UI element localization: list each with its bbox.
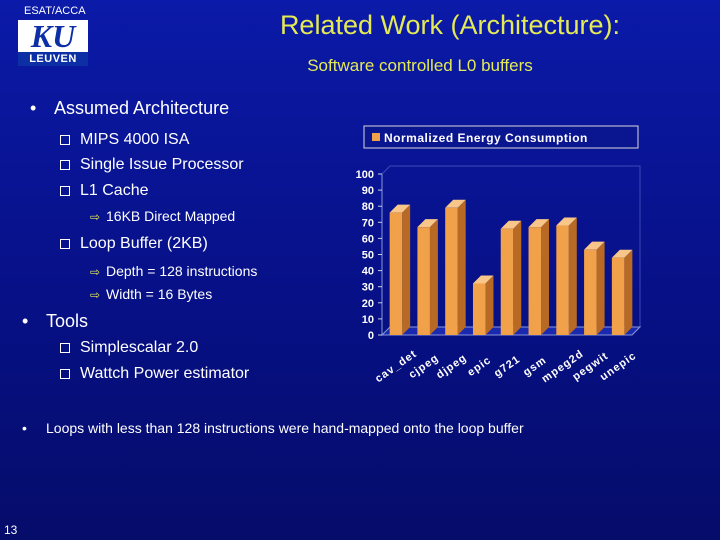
bar [417,227,430,335]
loop-detail: ⇨ Width = 16 Bytes [90,286,212,302]
arch-item-label: MIPS 4000 ISA [80,131,190,148]
square-bullet-icon [60,159,70,170]
bullet-tools: • Tools [22,311,88,332]
slide-title: Related Work (Architecture): [279,10,621,40]
cache-detail: ⇨ 16KB Direct Mapped [90,208,235,224]
page-number: 13 [4,523,18,537]
square-bullet-icon [60,368,70,379]
square-bullet-icon [60,342,70,353]
bar-top [584,241,605,250]
bar [584,249,597,335]
footnote-text: Loops with less than 128 instructions we… [46,420,524,436]
bar-side [429,219,438,335]
y-tick-label: 90 [362,185,374,197]
logo-top-text: KU [30,18,76,54]
loop-detail-label: Depth = 128 instructions [106,263,258,279]
ku-leuven-logo: KU LEUVEN [18,20,88,66]
bar [472,283,486,335]
y-tick-label: 10 [362,314,374,326]
slide-subtitle: Software controlled L0 buffers [307,56,533,75]
bar [389,212,403,335]
bullet-dot-icon: • [22,311,29,331]
loop-buffer-item: Loop Buffer (2KB) [60,235,208,253]
bullet-dot-icon: • [22,420,27,436]
y-tick-label: 20 [362,298,374,310]
y-tick-label: 40 [362,266,374,278]
bar-top [528,219,550,228]
legend-label: Normalized Energy Consumption [384,131,588,145]
cache-detail-label: 16KB Direct Mapped [106,208,236,224]
org-label: ESAT/ACCA [24,5,86,17]
bar-side [402,204,411,335]
loop-detail-label: Width = 16 Bytes [106,286,213,302]
bar-top [500,220,522,229]
arch-item: L1 Cache [60,182,149,200]
bar-top [389,204,411,213]
y-tick-label: 50 [362,250,374,262]
bar-top [556,217,577,226]
hollow-arrow-icon: ⇨ [90,288,101,302]
y-tick-label: 60 [362,233,374,245]
bar-side [485,275,494,335]
x-tick-label: g721 [492,353,523,380]
x-tick-label: djpeg [434,352,469,382]
y-tick-label: 100 [356,169,374,181]
bar-side [513,220,522,335]
legend-swatch [372,133,380,141]
x-tick-label: epic [465,354,493,379]
y-tick-label: 30 [362,282,374,294]
energy-bar-chart: Normalized Energy Consumption 0 10 20 30 40 50… [356,125,642,385]
bar-side [624,249,633,335]
hollow-arrow-icon: ⇨ [90,210,101,224]
tool-item: Wattch Power estimator [60,365,249,383]
square-bullet-icon [60,238,70,249]
tools-text: Tools [46,311,89,331]
bar [500,228,514,335]
bullet-assumed-architecture: • Assumed Architecture [30,98,229,119]
square-bullet-icon [60,185,70,196]
y-tick-label: 80 [362,201,374,213]
bar-side [541,219,550,335]
legend-box [363,125,639,149]
bullet-dot-icon: • [30,98,37,118]
y-tick-label: 0 [368,330,374,342]
footnote: • Loops with less than 128 instructions w… [22,420,524,436]
arch-item-label: L1 Cache [80,182,149,199]
arch-item: Single Issue Processor [60,156,244,174]
hollow-arrow-icon: ⇨ [90,265,101,279]
bar [611,257,625,335]
bar-side [568,217,577,335]
bar-top [472,275,494,284]
tool-item-label: Simplescalar 2.0 [80,339,199,356]
y-tick-label: 70 [362,217,374,229]
bar [556,225,569,335]
arch-item-label: Single Issue Processor [80,156,244,173]
tool-item: Simplescalar 2.0 [60,339,198,357]
bar-top [445,199,466,208]
bar-top [417,219,438,228]
bar-side [596,241,605,335]
bar [445,207,458,335]
bar-top [611,249,633,258]
logo-bottom-text: LEUVEN [18,52,88,66]
tool-item-label: Wattch Power estimator [80,365,250,382]
loop-buffer-label: Loop Buffer (2KB) [80,235,208,252]
bar [528,227,542,335]
arch-item: MIPS 4000 ISA [60,131,189,149]
bar-side [457,199,466,335]
assumed-architecture-text: Assumed Architecture [54,98,230,118]
square-bullet-icon [60,134,70,145]
loop-detail: ⇨ Depth = 128 instructions [90,263,257,279]
